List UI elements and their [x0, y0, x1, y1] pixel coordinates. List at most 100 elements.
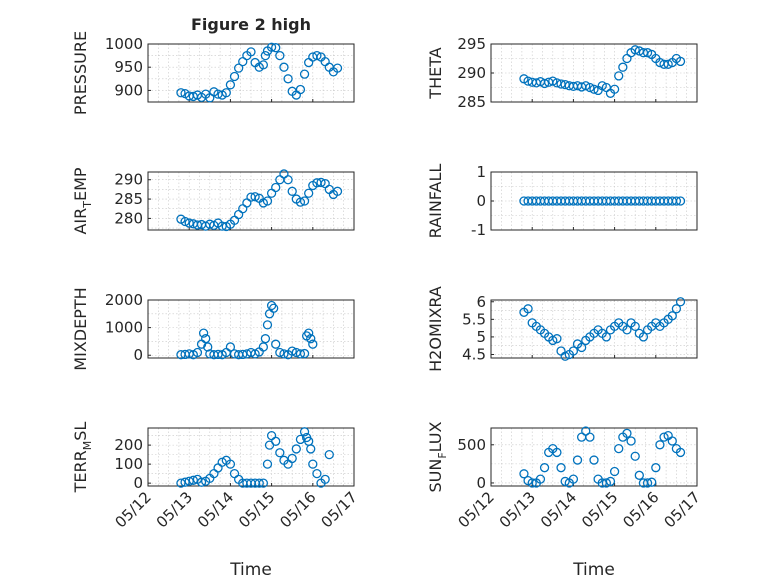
y-tick-label: 0: [133, 346, 143, 364]
data-point: [295, 349, 306, 359]
x-tick-label: 05/13: [153, 488, 196, 531]
data-point: [275, 448, 285, 458]
axes-frame: [147, 43, 355, 103]
data-point: [597, 81, 607, 91]
data-point: [572, 455, 583, 465]
data-point: [675, 297, 686, 307]
data-point: [271, 339, 281, 349]
data-point: [675, 196, 686, 206]
y-axis-label-subscript: M: [81, 441, 94, 451]
data-point: [589, 455, 599, 465]
data-point: [291, 444, 301, 454]
data-point: [585, 82, 595, 93]
data-point: [192, 347, 203, 358]
y-tick-label: 1000: [105, 35, 143, 53]
y-tick-label: 900: [114, 81, 143, 99]
data-point: [295, 197, 306, 207]
data-point: [618, 62, 628, 72]
data-point: [254, 478, 264, 488]
data-point: [262, 320, 273, 330]
data-point: [287, 346, 297, 356]
data-point: [589, 84, 599, 94]
data-point: [527, 478, 537, 488]
data-point: [213, 349, 223, 360]
data-point: [196, 477, 207, 487]
x-tick-label: 05/15: [235, 488, 278, 531]
data-point: [519, 469, 529, 479]
data-point: [568, 346, 579, 356]
axes-frame: [490, 299, 698, 359]
data-point: [324, 449, 334, 460]
data-point: [308, 339, 318, 349]
axes-frame: [147, 171, 355, 231]
data-point: [548, 76, 558, 86]
data-point: [258, 478, 269, 488]
y-tick-label: 950: [114, 58, 143, 76]
data-point: [271, 43, 281, 53]
y-tick-label: 1: [476, 163, 486, 181]
data-point: [283, 74, 293, 84]
data-point: [642, 48, 653, 58]
y-tick-label: 5.5: [462, 310, 486, 328]
y-axis-label-tail: LUX: [426, 421, 445, 452]
y-tick-label: 0: [476, 192, 486, 210]
data-point: [258, 60, 269, 70]
y-axis-label-tail: EMP: [71, 167, 90, 201]
y-tick-label: 2000: [105, 291, 143, 309]
data-point: [287, 453, 297, 464]
y-tick-label: 4.5: [462, 345, 486, 363]
x-tick-label: 05/14: [537, 488, 580, 531]
x-tick-label: 05/13: [496, 488, 539, 531]
y-tick-label: 280: [114, 209, 143, 227]
data-point: [663, 59, 673, 69]
data-point: [262, 459, 273, 469]
data-point: [217, 221, 227, 231]
data-point: [552, 447, 562, 458]
data-point: [299, 196, 310, 206]
data-point: [275, 347, 285, 358]
y-axis-label: H2OMIXRA: [426, 286, 445, 372]
data-point: [287, 186, 297, 196]
y-tick-label: 0: [133, 474, 143, 492]
data-point: [225, 342, 236, 352]
data-point: [601, 332, 612, 342]
y-tick-label: 100: [114, 455, 143, 473]
data-point: [221, 88, 231, 98]
data-point: [671, 196, 682, 206]
data-point: [634, 470, 644, 480]
y-axis-label-subscript: T: [81, 201, 94, 209]
subplot-theta: 285 290 295 THETA: [426, 35, 698, 111]
data-point: [523, 304, 533, 314]
data-point: [299, 69, 310, 79]
data-point: [246, 47, 256, 57]
y-axis-label: RAINFALL: [426, 164, 445, 239]
y-tick-label: 0: [476, 474, 486, 492]
data-point: [269, 303, 279, 313]
axes-frame: [147, 299, 355, 359]
figure-title: Figure 2 high: [191, 15, 311, 34]
data-point: [581, 81, 591, 91]
data-point: [671, 304, 682, 314]
data-point: [266, 42, 277, 52]
data-point: [614, 71, 624, 81]
data-point: [601, 478, 612, 488]
data-point: [560, 476, 570, 487]
data-point: [299, 348, 310, 359]
data-point: [622, 428, 632, 438]
data-point: [642, 478, 653, 488]
data-point: [535, 474, 546, 484]
data-point: [659, 432, 669, 442]
subplot-h2omixra: 4.555.56 H2OMIXRA: [426, 286, 698, 372]
data-point: [556, 463, 566, 473]
data-point: [198, 328, 209, 338]
x-tick-label: 05/16: [619, 488, 662, 531]
data-point: [605, 476, 616, 487]
data-point: [548, 335, 558, 346]
data-point: [180, 216, 190, 227]
data-point: [304, 188, 314, 198]
